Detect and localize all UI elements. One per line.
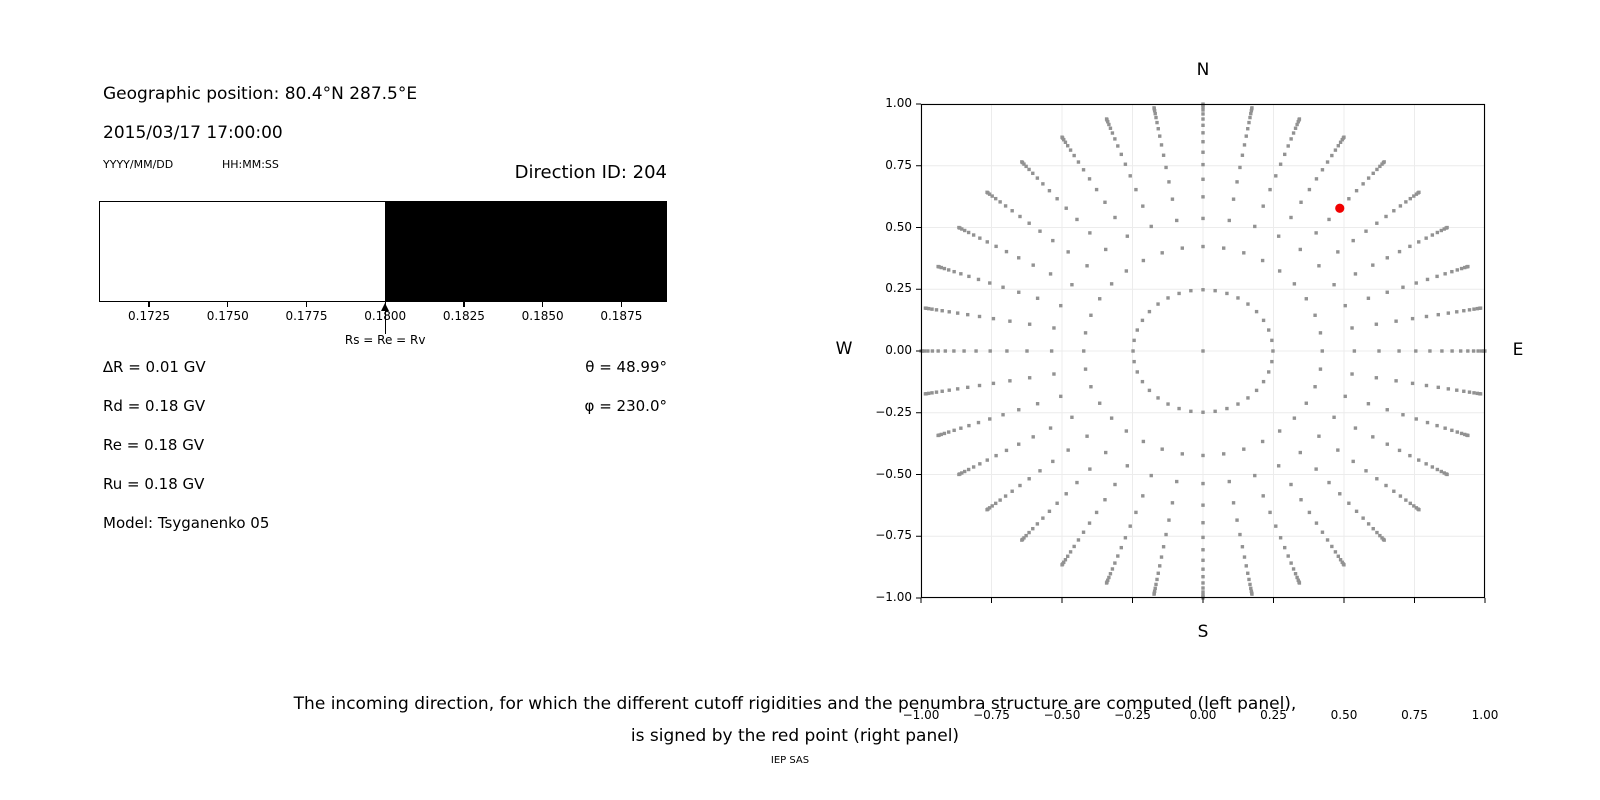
direction-scatter-canvas (916, 102, 1487, 603)
plot-x-tick-label: 0.50 (1330, 708, 1358, 722)
penumbra-tick-label: 0.1850 (521, 309, 564, 323)
plot-x-tick-label: 0.00 (1189, 708, 1217, 722)
param-model: Model: Tsyganenko 05 (103, 514, 270, 532)
penumbra-tick-label: 0.1750 (206, 309, 249, 323)
datetime-label: 2015/03/17 17:00:00 (103, 123, 283, 143)
plot-y-tick-label: 1.00 (885, 96, 912, 110)
penumbra-tick-label: 0.1725 (128, 309, 171, 323)
credit-label: IEP SAS (770, 755, 810, 766)
compass-east-label: E (1512, 340, 1524, 360)
direction-id-label: Direction ID: 204 (514, 162, 667, 183)
plot-y-tick-label: 0.75 (885, 157, 912, 172)
compass-west-label: W (835, 339, 853, 359)
param-re: Re = 0.18 GV (103, 436, 205, 454)
plot-y-tick-label: 0.00 (885, 343, 912, 357)
param-rd: Rd = 0.18 GV (103, 397, 206, 415)
plot-y-tick-label: −1.00 (875, 590, 912, 604)
time-format-label: HH:MM:SS (222, 158, 279, 171)
penumbra-tick-label: 0.1875 (600, 309, 643, 323)
cutoff-annotation: Rs = Re = Rv (344, 333, 426, 347)
penumbra-allowed-region (100, 202, 386, 301)
penumbra-tick-mark (463, 302, 465, 307)
red-direction-point (1335, 203, 1345, 213)
caption: The incoming direction, for which the di… (0, 688, 1590, 752)
penumbra-tick-label: 0.1775 (285, 309, 328, 323)
arrow-head-icon (380, 303, 389, 311)
plot-y-tick-label: −0.75 (875, 528, 912, 543)
penumbra-tick-mark (305, 302, 308, 307)
param-delta-r: ∆R = 0.01 GV (103, 358, 206, 376)
param-theta: θ = 48.99° (585, 358, 667, 376)
penumbra-tick-mark (542, 302, 544, 307)
compass-south-label: S (1197, 622, 1209, 642)
penumbra-x-axis: 0.17250.17500.17750.18000.18250.18500.18… (99, 302, 667, 332)
penumbra-tick-mark (620, 302, 622, 307)
plot-y-tick-label: 0.50 (885, 219, 912, 234)
plot-x-tick-label: 0.25 (1260, 708, 1287, 722)
arrow-shaft (384, 309, 386, 334)
plot-x-tick-label: 0.75 (1401, 708, 1428, 722)
plot-y-tick-label: 0.25 (885, 281, 912, 296)
param-phi: φ = 230.0° (584, 397, 667, 415)
plot-y-tick-label: −0.50 (875, 466, 912, 481)
penumbra-chart (99, 201, 667, 302)
penumbra-tick-mark (227, 302, 229, 307)
direction-plot: N S W E −1.00 −0.75 −0.50 −0.25 0.00 0.25 0.50… (836, 60, 1524, 722)
penumbra-tick-label: 0.1825 (442, 309, 485, 323)
date-format-label: YYYY/MM/DD (103, 158, 174, 171)
caption-line-1: The incoming direction, for which the di… (293, 694, 1297, 714)
plot-x-tick-label: −0.50 (1043, 708, 1081, 722)
geographic-position-label: Geographic position: 80.4°N 287.5°E (103, 84, 418, 104)
plot-y-tick-label: −0.25 (875, 404, 912, 419)
plot-x-tick-label: −1.00 (902, 708, 940, 722)
plot-x-tick-label: −0.75 (973, 708, 1010, 722)
plot-x-tick-label: −0.25 (1114, 708, 1151, 722)
caption-line-2: is signed by the red point (right panel) (630, 726, 960, 746)
penumbra-tick-mark (148, 302, 150, 307)
param-ru: Ru = 0.18 GV (103, 475, 205, 493)
penumbra-forbidden-region (385, 202, 666, 301)
compass-north-label: N (1196, 60, 1210, 80)
plot-x-tick-label: 1.00 (1471, 708, 1499, 722)
